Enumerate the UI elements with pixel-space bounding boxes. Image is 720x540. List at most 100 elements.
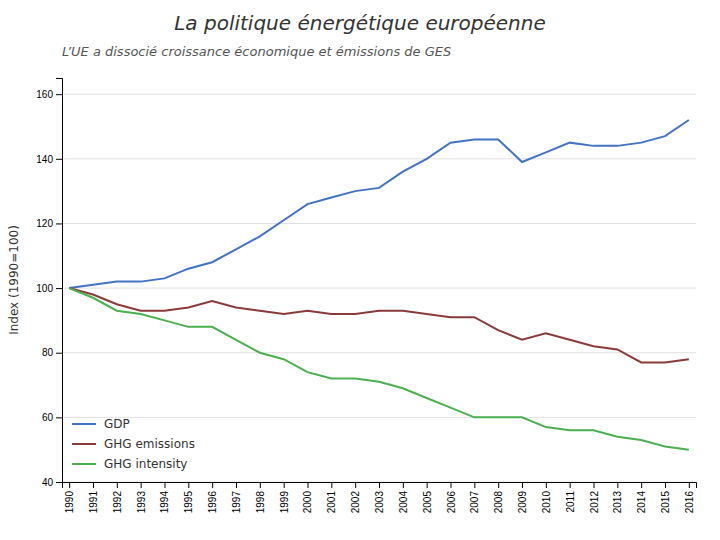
x-tick: 1993	[136, 482, 147, 513]
x-tick: 2001	[326, 482, 337, 513]
x-tick-mark	[451, 482, 452, 488]
x-tick-label: 2011	[565, 491, 576, 513]
x-tick-label: 1990	[64, 491, 75, 514]
chart: La politique énergétique européenne L’UE …	[0, 0, 720, 540]
x-tick-label: 2014	[636, 491, 647, 514]
y-tick-mark	[56, 417, 62, 418]
x-axis-line	[63, 483, 697, 489]
x-tick-mark	[236, 482, 237, 488]
grid-line	[62, 288, 696, 289]
grid-line	[62, 352, 696, 353]
series-line	[69, 120, 689, 288]
x-tick: 1995	[183, 482, 194, 513]
x-tick-mark	[117, 482, 118, 488]
y-tick: 100	[36, 283, 62, 294]
y-tick: 140	[36, 154, 62, 165]
y-tick-mark	[56, 482, 62, 483]
grid-line	[62, 94, 696, 95]
x-tick: 1994	[159, 482, 170, 513]
x-tick-mark	[546, 482, 547, 488]
x-tick-label: 1998	[255, 491, 266, 514]
y-axis-title: Index (1990=100)	[7, 225, 21, 335]
x-tick-mark	[188, 482, 189, 488]
x-tick-label: 2012	[589, 491, 600, 514]
x-tick: 2012	[589, 482, 600, 513]
y-tick-mark	[56, 353, 62, 354]
y-tick-label: 140	[36, 154, 53, 165]
y-tick-label: 120	[36, 218, 53, 229]
x-tick-mark	[570, 482, 571, 488]
x-tick-label: 2008	[493, 491, 504, 514]
x-tick: 2015	[660, 482, 671, 513]
y-tick-label: 100	[36, 283, 53, 294]
x-tick-mark	[355, 482, 356, 488]
y-tick-mark	[56, 94, 62, 95]
x-tick-label: 1991	[88, 491, 99, 514]
x-tick-label: 2001	[326, 491, 337, 514]
title: La politique énergétique européenne	[174, 11, 546, 35]
x-tick-label: 2015	[660, 491, 671, 514]
x-tick: 2005	[422, 482, 433, 513]
x-tick: 1990	[64, 482, 75, 513]
x-tick-mark	[617, 482, 618, 488]
y-axis: 406080100120140160	[36, 79, 62, 488]
x-tick: 1998	[255, 482, 266, 513]
x-tick-label: 2009	[517, 491, 528, 514]
x-tick-mark	[141, 482, 142, 488]
x-tick: 2009	[517, 482, 528, 513]
x-tick-mark	[331, 482, 332, 488]
legend-swatch	[72, 423, 96, 425]
x-tick: 2013	[612, 482, 623, 513]
x-tick-mark	[474, 482, 475, 488]
series-line	[69, 288, 689, 450]
y-tick-label: 80	[42, 347, 54, 358]
x-tick: 2000	[302, 482, 313, 513]
subtitle: L’UE a dissocié croissance économique et…	[62, 44, 451, 59]
x-tick-mark	[164, 482, 165, 488]
legend-label: GDP	[104, 417, 130, 431]
x-tick-label: 1992	[112, 491, 123, 514]
series-line	[69, 288, 689, 362]
grid	[62, 94, 696, 482]
x-tick-mark	[93, 482, 94, 488]
x-tick-label: 2006	[446, 491, 457, 514]
grid-line	[62, 417, 696, 418]
x-tick-mark	[69, 482, 70, 488]
y-tick: 40	[42, 477, 62, 488]
grid-line	[62, 158, 696, 159]
x-tick-mark	[307, 482, 308, 488]
x-tick: 2003	[374, 482, 385, 513]
x-tick-label: 2016	[684, 491, 695, 514]
x-tick: 2008	[493, 482, 504, 513]
y-tick: 80	[42, 347, 62, 358]
y-tick: 60	[42, 412, 62, 423]
legend-item: GHG intensity	[72, 457, 187, 471]
x-tick-label: 1995	[183, 491, 194, 514]
x-tick-mark	[641, 482, 642, 488]
x-tick-mark	[522, 482, 523, 488]
x-tick: 2010	[541, 482, 552, 513]
x-tick-mark	[594, 482, 595, 488]
x-tick-mark	[665, 482, 666, 488]
x-tick-label: 1996	[207, 491, 218, 514]
x-tick-mark	[379, 482, 380, 488]
y-tick: 120	[36, 218, 62, 229]
x-tick-label: 2003	[374, 491, 385, 514]
x-tick-label: 1993	[136, 491, 147, 514]
x-tick-label: 2007	[469, 491, 480, 514]
lines	[69, 120, 689, 450]
x-tick: 2004	[398, 482, 409, 513]
grid-line	[62, 223, 696, 224]
x-tick-mark	[212, 482, 213, 488]
x-tick-mark	[427, 482, 428, 488]
x-tick-label: 2005	[422, 491, 433, 514]
x-tick-label: 2004	[398, 491, 409, 514]
x-tick-mark	[498, 482, 499, 488]
y-axis-line	[56, 79, 63, 483]
legend: GDP GHG emissions GHG intensity	[72, 417, 195, 471]
x-tick-label: 2010	[541, 491, 552, 514]
legend-item: GDP	[72, 417, 130, 431]
x-tick-label: 1994	[159, 491, 170, 514]
legend-label: GHG emissions	[104, 437, 195, 451]
legend-swatch	[72, 443, 96, 445]
